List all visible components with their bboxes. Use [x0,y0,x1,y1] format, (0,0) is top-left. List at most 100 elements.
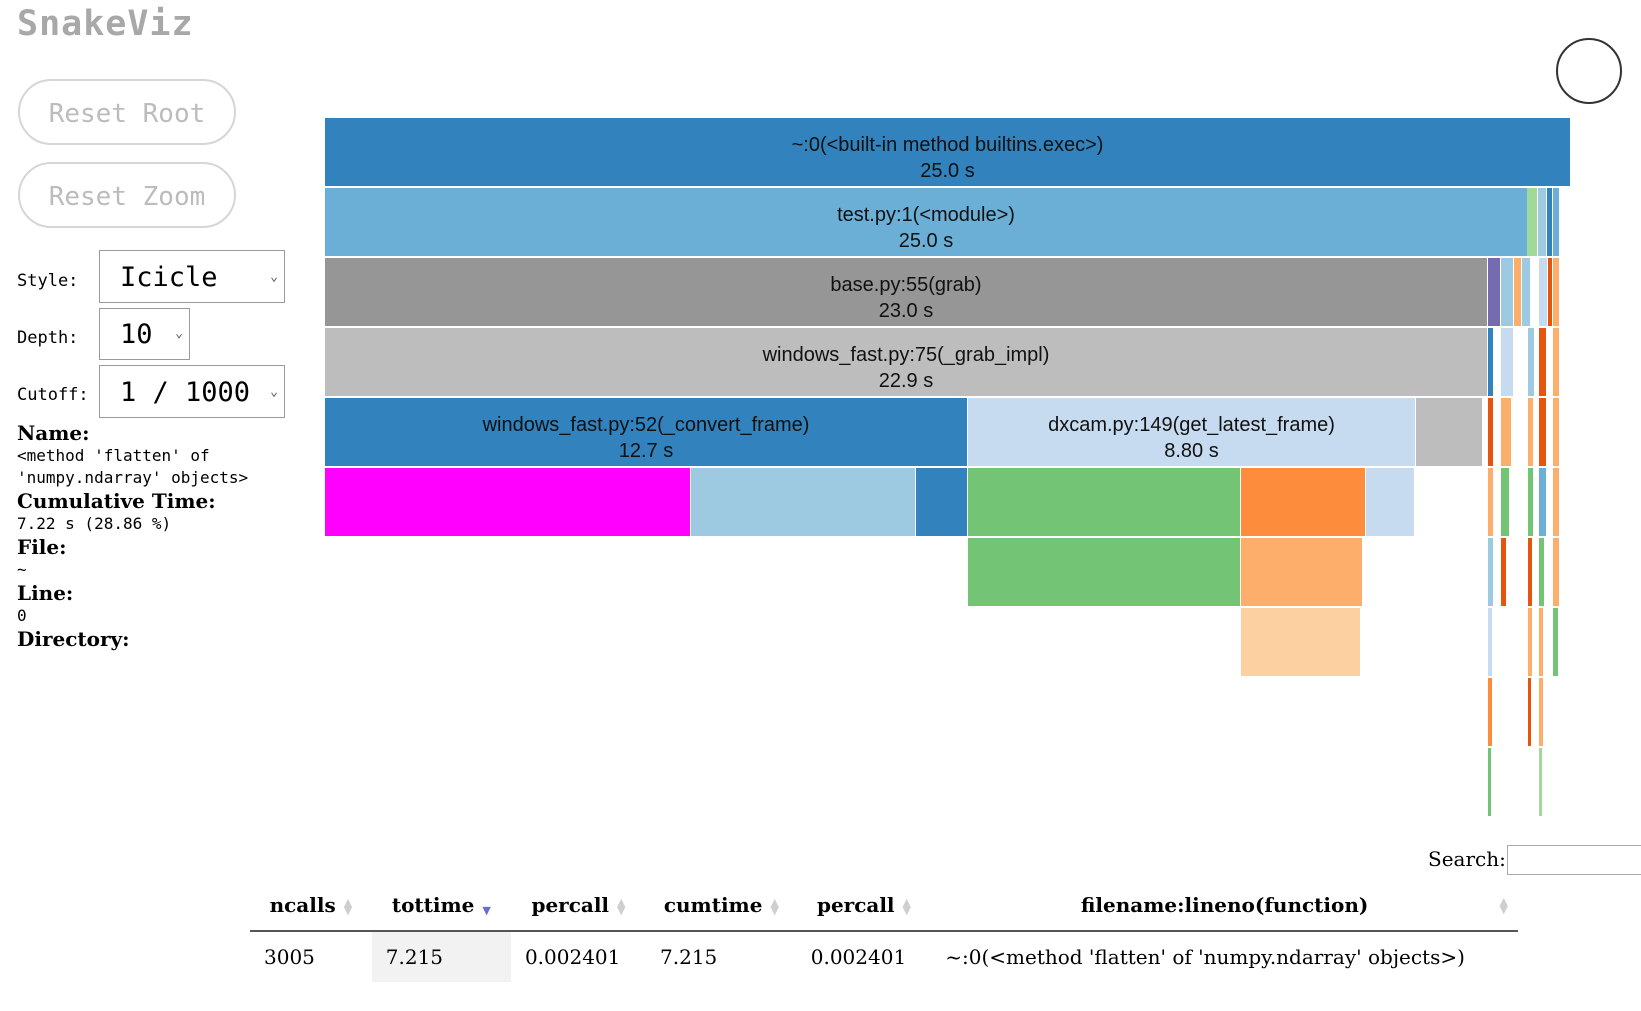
icicle-node[interactable] [1553,188,1559,256]
icicle-node-rect[interactable] [1501,398,1511,466]
column-header[interactable]: tottime ▼ [371,880,511,932]
icicle-node[interactable] [1538,188,1546,256]
icicle-node-rect[interactable] [325,328,1487,396]
icicle-node[interactable] [1501,328,1513,396]
icicle-node[interactable] [1241,538,1362,606]
search-input[interactable] [1507,845,1641,875]
icicle-node-rect[interactable] [916,468,967,536]
icicle-node-rect[interactable] [1528,608,1532,676]
icicle-node[interactable] [1539,608,1543,676]
icicle-node[interactable] [1539,398,1546,466]
icicle-node[interactable] [1416,398,1482,466]
column-header[interactable]: filename:lineno(function) ▲ ▼ [931,880,1518,932]
icicle-node-rect[interactable] [1501,258,1513,326]
column-header[interactable]: cumtime ▲ ▼ [646,880,797,932]
icicle-node-rect[interactable] [968,398,1415,466]
icicle-node-rect[interactable] [1539,398,1546,466]
icicle-node-rect[interactable] [1539,678,1543,746]
icicle-node-rect[interactable] [1539,748,1542,816]
icicle-node[interactable] [1241,608,1360,676]
icicle-node-rect[interactable] [1528,328,1534,396]
icicle-node[interactable] [1528,538,1532,606]
icicle-node-rect[interactable] [325,468,690,536]
icicle-node-rect[interactable] [1488,398,1493,466]
icicle-node[interactable]: windows_fast.py:75(_grab_impl) 22.9 s [325,328,1487,396]
icicle-node[interactable] [1488,748,1491,816]
icicle-node[interactable] [1539,258,1547,326]
reset-root-button[interactable]: Reset Root [18,79,236,145]
icicle-node-rect[interactable] [1488,748,1491,816]
icicle-node-rect[interactable] [325,398,967,466]
icicle-node[interactable]: base.py:55(grab) 23.0 s [325,258,1487,326]
icicle-node[interactable] [1501,468,1509,536]
icicle-node-rect[interactable] [1501,328,1513,396]
icicle-node-rect[interactable] [1514,258,1521,326]
icicle-node[interactable]: ~:0(<built-in method builtins.exec>) 25.0… [325,118,1570,186]
icicle-node[interactable] [1522,258,1530,326]
icicle-node-rect[interactable] [1528,678,1531,746]
icicle-node-rect[interactable] [1538,188,1546,256]
icicle-node[interactable] [1553,468,1559,536]
icicle-node[interactable] [1488,258,1500,326]
icicle-node-rect[interactable] [1488,258,1500,326]
style-select[interactable]: Icicle ⌄ [99,250,285,303]
table-row[interactable]: 3005 7.215 0.002401 7.215 0.002401 ~:0(<metho… [250,931,1518,982]
icicle-node-rect[interactable] [1366,468,1414,536]
icicle-node-rect[interactable] [1241,608,1360,676]
icicle-node[interactable]: windows_fast.py:52(_convert_frame) 12.7 s [325,398,967,466]
column-header[interactable]: ncalls ▲ ▼ [250,880,372,932]
icicle-node-rect[interactable] [1539,258,1547,326]
icicle-node-rect[interactable] [1553,328,1559,396]
icicle-node[interactable] [1539,748,1542,816]
icicle-node[interactable] [1539,328,1546,396]
icicle-node-rect[interactable] [1527,188,1537,256]
icicle-node-rect[interactable] [1488,608,1492,676]
icicle-node-rect[interactable] [1548,258,1552,326]
icicle-node-rect[interactable] [1553,468,1559,536]
icicle-node-rect[interactable] [1488,538,1493,606]
cutoff-select[interactable]: 1 / 1000 ⌄ [99,365,285,418]
icicle-node[interactable] [325,468,690,536]
icicle-node[interactable] [1553,608,1558,676]
icicle-node[interactable] [1366,468,1414,536]
icicle-node-rect[interactable] [1522,258,1530,326]
icicle-node-rect[interactable] [691,468,915,536]
icicle-node[interactable] [1501,258,1513,326]
depth-select[interactable]: 10 ⌄ [99,308,190,360]
icicle-node-rect[interactable] [968,538,1240,606]
icicle-node[interactable] [1241,468,1365,536]
icicle-node[interactable] [1488,398,1493,466]
icicle-node[interactable] [1528,608,1532,676]
icicle-node-rect[interactable] [325,118,1570,186]
icicle-node[interactable] [1528,328,1534,396]
icicle-node-rect[interactable] [1553,608,1558,676]
icicle-node-rect[interactable] [325,258,1487,326]
icicle-node-rect[interactable] [968,468,1240,536]
icicle-node-rect[interactable] [1416,398,1482,466]
icicle-node-rect[interactable] [1528,538,1532,606]
icicle-node[interactable] [1528,468,1533,536]
icicle-node[interactable] [1501,398,1511,466]
icicle-node-rect[interactable] [325,188,1527,256]
icicle-node-rect[interactable] [1241,538,1362,606]
icicle-node[interactable] [1488,538,1493,606]
icicle-node-rect[interactable] [1241,468,1365,536]
icicle-node-rect[interactable] [1488,468,1493,536]
icicle-node[interactable] [1514,258,1521,326]
icicle-node-rect[interactable] [1547,188,1552,256]
icicle-node[interactable] [1547,188,1552,256]
icicle-node[interactable] [1553,258,1559,326]
icicle-node-rect[interactable] [1539,468,1546,536]
icicle-node-rect[interactable] [1488,678,1492,746]
icicle-node-rect[interactable] [1528,398,1533,466]
reset-zoom-button[interactable]: Reset Zoom [18,162,236,228]
icicle-node-rect[interactable] [1528,468,1533,536]
icicle-node-rect[interactable] [1501,468,1509,536]
icicle-node[interactable] [1527,188,1537,256]
icicle-node[interactable]: dxcam.py:149(get_latest_frame) 8.80 s [968,398,1415,466]
info-toggle-button[interactable] [1556,38,1622,104]
icicle-node[interactable] [691,468,915,536]
icicle-node[interactable] [1528,398,1533,466]
icicle-node[interactable] [1539,468,1546,536]
icicle-node[interactable] [1553,538,1559,606]
